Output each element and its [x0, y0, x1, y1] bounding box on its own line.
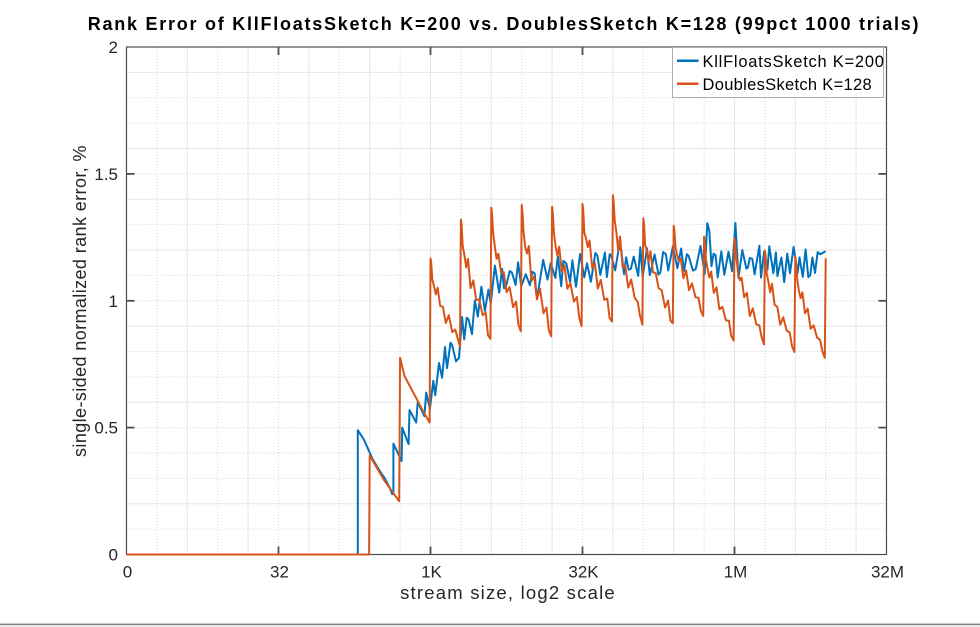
svg-text:0.5: 0.5 [94, 419, 118, 438]
svg-text:1.5: 1.5 [94, 165, 118, 184]
svg-text:32M: 32M [871, 563, 904, 582]
svg-text:0: 0 [109, 546, 118, 565]
svg-text:32K: 32K [568, 563, 599, 582]
svg-text:Rank Error of KllFloatsSketch: Rank Error of KllFloatsSketch K=200 vs. … [88, 14, 921, 34]
svg-text:single-sided normalized rank e: single-sided normalized rank error, % [70, 145, 90, 457]
svg-text:KllFloatsSketch K=200: KllFloatsSketch K=200 [703, 53, 885, 71]
svg-text:1: 1 [109, 292, 118, 311]
svg-text:2: 2 [109, 38, 118, 57]
svg-text:stream size, log2 scale: stream size, log2 scale [400, 582, 616, 603]
svg-text:DoublesSketch K=128: DoublesSketch K=128 [703, 76, 872, 94]
svg-text:1K: 1K [421, 563, 442, 582]
svg-text:1M: 1M [724, 563, 748, 582]
svg-text:32: 32 [270, 563, 289, 582]
svg-text:0: 0 [123, 563, 132, 582]
